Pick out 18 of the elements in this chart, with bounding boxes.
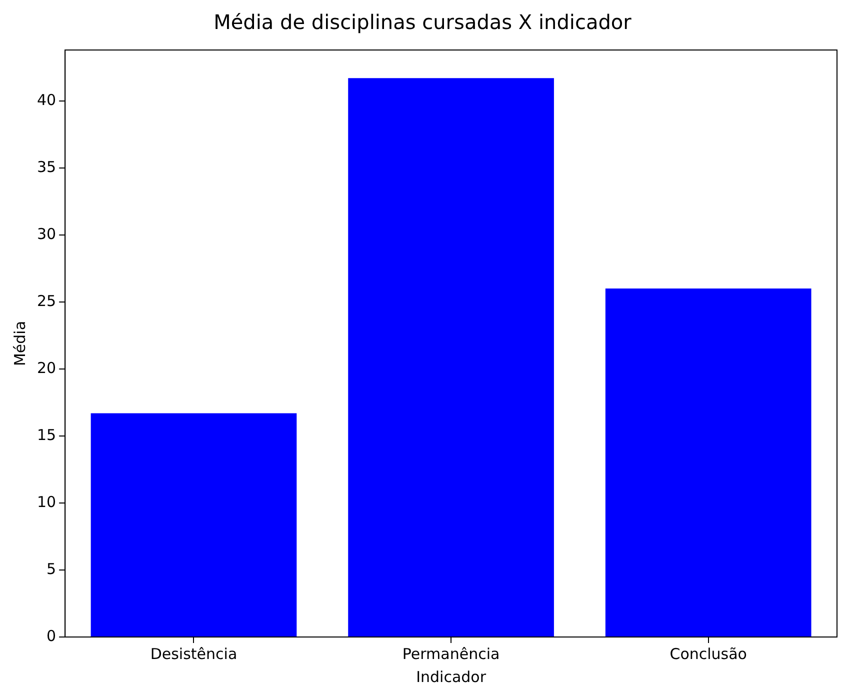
y-tick-label: 20: [36, 358, 56, 377]
y-tick-label: 30: [36, 224, 56, 243]
y-axis-title: Média: [10, 320, 29, 366]
x-tick-label: Permanência: [402, 644, 500, 663]
bar: [348, 78, 554, 636]
y-tick-label: 5: [46, 560, 56, 578]
bar: [90, 413, 297, 636]
x-tick-label: Desistência: [150, 644, 238, 663]
y-tick-label: 15: [36, 426, 56, 444]
y-tick-label: 35: [36, 158, 56, 176]
x-tick-label: Conclusão: [670, 644, 747, 663]
y-tick-label: 10: [36, 492, 56, 511]
x-axis-title: Indicador: [416, 668, 487, 686]
y-tick-label: 0: [46, 626, 56, 645]
y-tick-label: 40: [36, 90, 56, 109]
y-tick-label: 25: [36, 292, 56, 310]
chart-title: Média de disciplinas cursadas X indicador: [214, 10, 632, 34]
bar: [605, 288, 812, 636]
